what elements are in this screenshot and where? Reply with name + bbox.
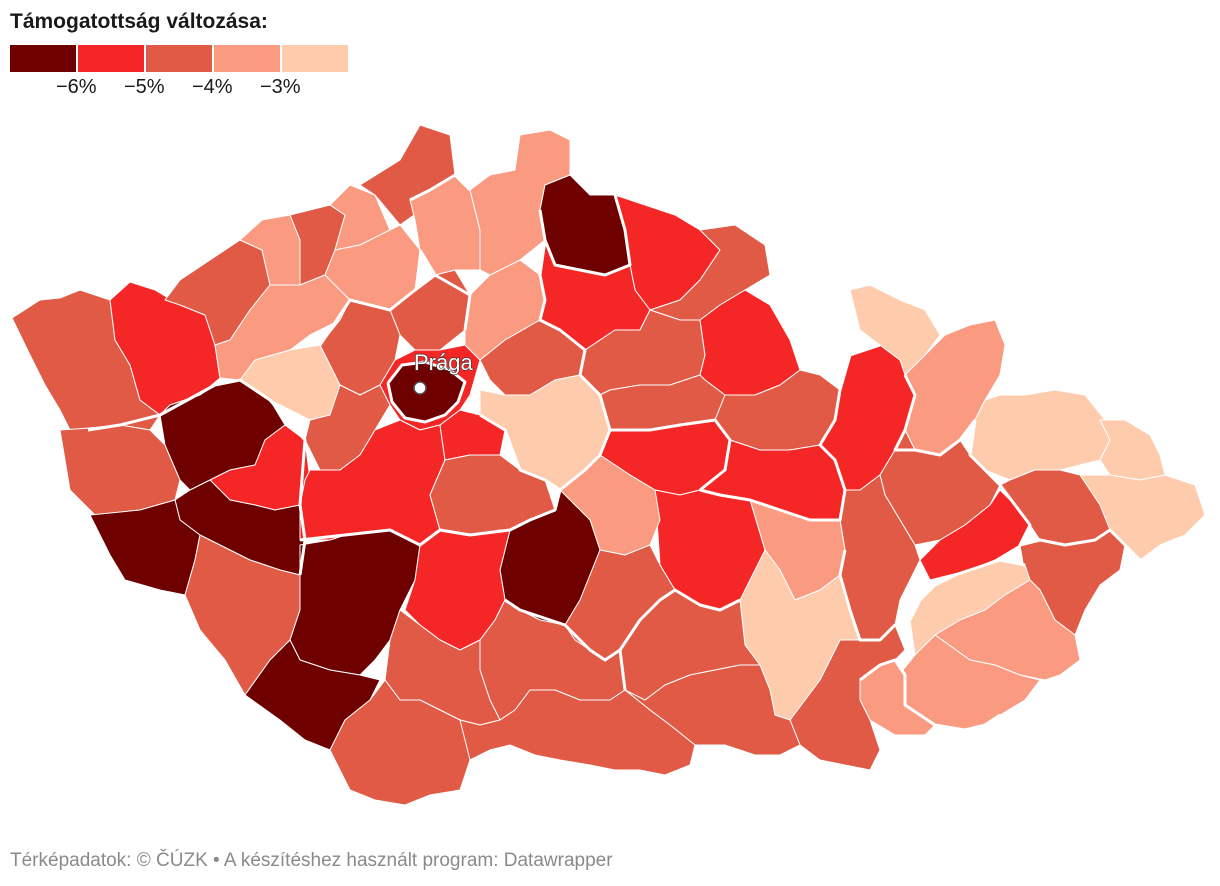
czech-choropleth-map: Prága — [11, 124, 1206, 806]
legend-swatch-5 — [282, 45, 348, 72]
legend-swatch-4 — [214, 45, 280, 72]
legend-tick-1: −6% — [56, 76, 97, 98]
legend-color-scale — [10, 45, 350, 72]
legend-swatch-3 — [146, 45, 212, 72]
district-region[interactable] — [59, 424, 181, 516]
capital-label: Prága — [414, 350, 473, 375]
district-region[interactable] — [304, 384, 391, 471]
legend-tick-4: −3% — [260, 76, 301, 98]
tool-credit: • A készítéshez használt program: Datawr… — [213, 850, 613, 871]
legend-title: Támogatottság változása: — [10, 10, 268, 33]
footer-credits: Térképadatok: © ČÚZK • A készítéshez has… — [10, 850, 613, 872]
legend-tick-2: −5% — [124, 76, 165, 98]
capital-marker — [413, 381, 427, 395]
district-region[interactable] — [1099, 419, 1166, 481]
legend-swatch-1 — [10, 45, 76, 72]
district-region[interactable] — [969, 389, 1111, 481]
legend-swatch-2 — [78, 45, 144, 72]
district-region[interactable] — [244, 639, 381, 751]
district-region[interactable] — [459, 689, 696, 776]
legend-tick-3: −4% — [192, 76, 233, 98]
map-source: Térképadatok: © ČÚZK — [10, 850, 208, 871]
